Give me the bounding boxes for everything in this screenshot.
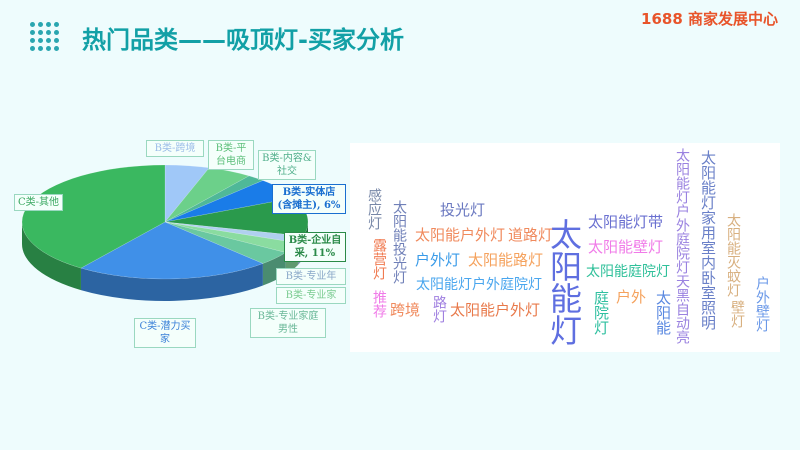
pie-data-label: B类-实体店(含摊主), 6%: [272, 184, 346, 214]
pie-slice: [164, 175, 264, 223]
word-cloud-word: 太阳能灯户外庭院灯: [416, 277, 542, 293]
pie-data-label: C类-其他: [14, 194, 64, 211]
decor-dots-icon: [30, 22, 59, 51]
word-cloud-word: 感应灯: [366, 188, 382, 230]
word-cloud-word: 太阳能灯带: [588, 213, 664, 231]
pie-data-label: B类-专业家庭男性: [250, 308, 326, 338]
word-cloud-word: 太阳能: [654, 290, 672, 335]
pie-slice-side: [80, 263, 263, 301]
word-cloud-word: 太阳能路灯: [468, 251, 544, 269]
brand-logo: 1688 商家发展中心: [641, 10, 778, 28]
word-cloud-word: 户外: [616, 288, 647, 306]
word-cloud-word: 跨境: [390, 301, 421, 319]
pie-data-label: B类-内容&社交: [258, 150, 316, 180]
word-cloud-word: 太阳能壁灯: [588, 238, 664, 256]
word-cloud-word: 露营灯: [371, 238, 387, 280]
pie-slice-side: [22, 222, 81, 291]
word-cloud: 太阳能灯 太阳能灯户外庭院灯天黑自动亮 太阳能灯家用室内卧室照明 太阳能户外灯 道路灯户…: [350, 143, 780, 352]
pie-data-label: B类-企业自采, 11%: [284, 232, 346, 262]
word-cloud-word: 户外壁灯: [754, 276, 770, 332]
word-cloud-word: 庭院灯: [592, 290, 610, 335]
word-cloud-word: 太阳能投光灯: [391, 200, 407, 284]
word-cloud-word: 太阳能户外灯: [415, 226, 506, 244]
word-cloud-word: 太阳能灯家用室内卧室照明: [699, 150, 717, 330]
word-cloud-word: 太阳能灯: [545, 218, 583, 346]
word-cloud-word: 太阳能庭院灯: [586, 264, 670, 280]
page-title: 热门品类——吸顶灯-买家分析: [82, 26, 404, 54]
word-cloud-word: 道路灯: [508, 226, 554, 244]
pie-data-label: C类-潜力买家: [134, 318, 196, 348]
word-cloud-word: 推荐: [371, 290, 387, 318]
pie-chart: [21, 164, 309, 301]
word-cloud-word: 投光灯: [440, 201, 486, 219]
word-cloud-word: 户外灯: [415, 251, 461, 269]
pie-data-label: B类-跨境: [146, 140, 204, 157]
word-cloud-word: 壁灯: [729, 300, 745, 328]
pie-slice: [80, 221, 264, 280]
pie-data-label: B类-专业家: [276, 287, 346, 304]
pie-data-label: B类-专业年: [276, 268, 346, 285]
word-cloud-word: 太阳能户外灯: [450, 301, 541, 319]
word-cloud-word: 太阳能灭蚊灯: [725, 213, 741, 297]
word-cloud-word: 路灯: [431, 295, 447, 323]
pie-data-label: B类-平台电商: [208, 140, 254, 170]
word-cloud-word: 太阳能灯户外庭院灯天黑自动亮: [674, 148, 690, 344]
